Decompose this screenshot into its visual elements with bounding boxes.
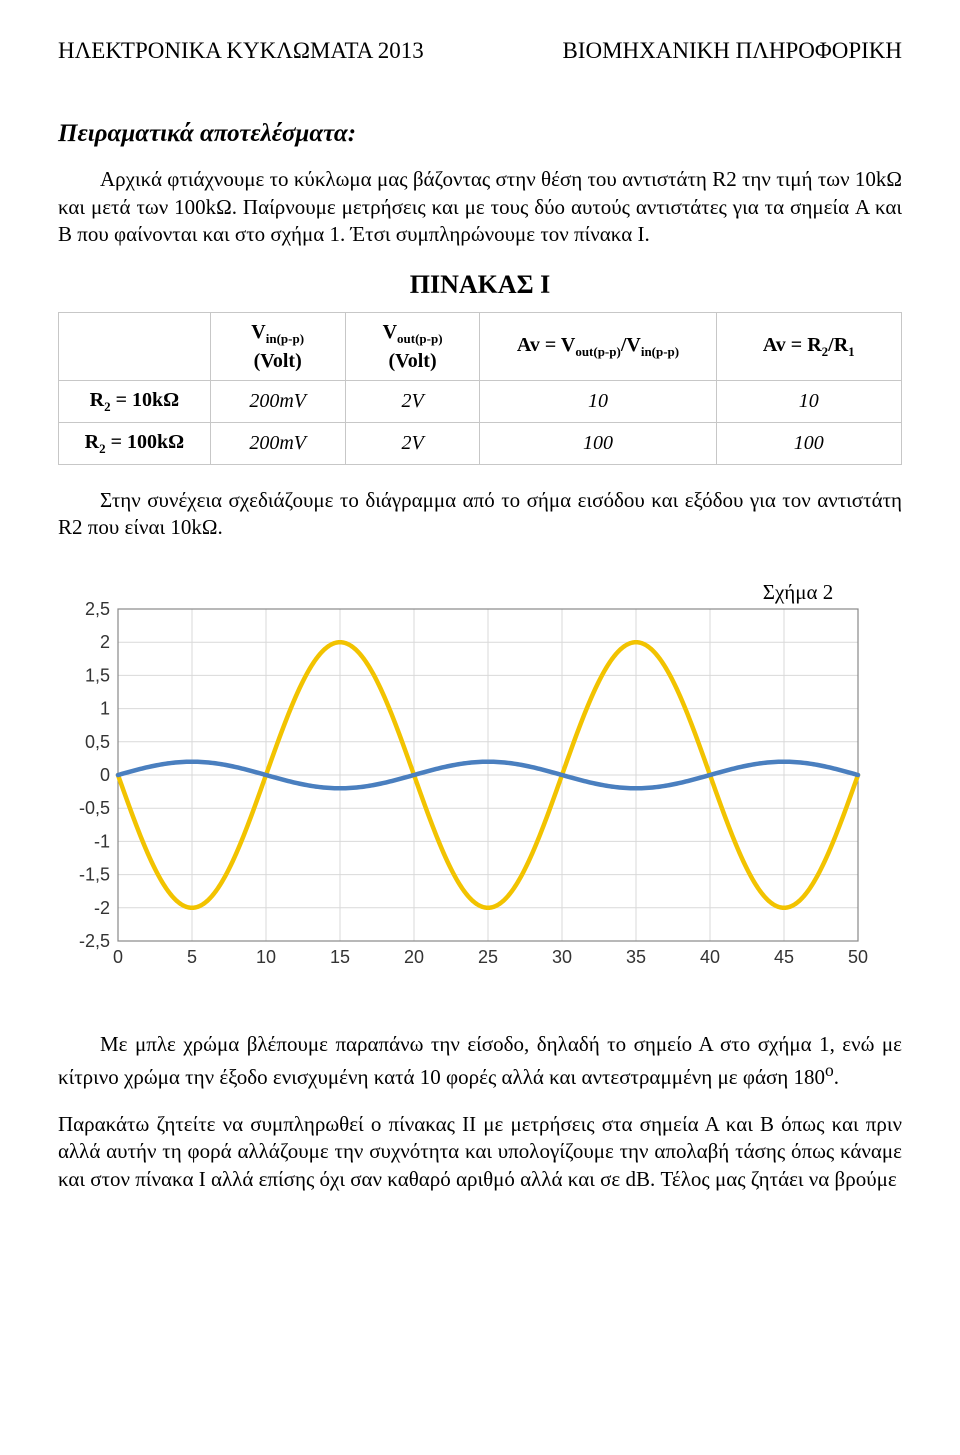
- svg-text:-2,5: -2,5: [79, 931, 110, 951]
- section-title: Πειραματικά αποτελέσματα:: [58, 118, 902, 151]
- table-title: ΠΙΝΑΚΑΣ Ι: [58, 268, 902, 302]
- col-vin: Vin(p-p) (Volt): [210, 313, 345, 381]
- svg-text:0: 0: [100, 765, 110, 785]
- svg-text:-1: -1: [94, 832, 110, 852]
- svg-text:1: 1: [100, 699, 110, 719]
- header-left: ΗΛΕΚΤΡΟΝΙΚΑ ΚΥΚΛΩΜΑΤΑ 2013: [58, 36, 424, 66]
- svg-text:5: 5: [187, 947, 197, 967]
- svg-text:0,5: 0,5: [85, 732, 110, 752]
- results-table: Vin(p-p) (Volt) Vout(p-p) (Volt) Av = Vo…: [58, 312, 902, 465]
- svg-text:25: 25: [478, 947, 498, 967]
- waveform-chart: -2,5 -2 -1,5 -1 -0,5 0 0,5 1 1,5 2 2,5 0 5 10 15 20 25 30…: [58, 571, 902, 991]
- svg-text:-0,5: -0,5: [79, 799, 110, 819]
- svg-text:1,5: 1,5: [85, 666, 110, 686]
- svg-text:-1,5: -1,5: [79, 865, 110, 885]
- svg-text:50: 50: [848, 947, 868, 967]
- svg-text:0: 0: [113, 947, 123, 967]
- svg-text:45: 45: [774, 947, 794, 967]
- svg-text:-2: -2: [94, 898, 110, 918]
- svg-text:40: 40: [700, 947, 720, 967]
- table-row: R2 = 10kΩ200mV2V1010: [59, 380, 902, 422]
- col-av1: Av = Vout(p-p)/Vin(p-p): [480, 313, 716, 381]
- svg-text:15: 15: [330, 947, 350, 967]
- paragraph-1: Αρχικά φτιάχνουμε το κύκλωμα μας βάζοντα…: [58, 166, 902, 248]
- col-empty: [59, 313, 211, 381]
- chart-svg: -2,5 -2 -1,5 -1 -0,5 0 0,5 1 1,5 2 2,5 0 5 10 15 20 25 30…: [58, 571, 878, 991]
- paragraph-4: Παρακάτω ζητείτε να συμπληρωθεί ο πίνακα…: [58, 1111, 902, 1193]
- paragraph-3: Με μπλε χρώμα βλέπουμε παραπάνω την είσο…: [58, 1031, 902, 1091]
- svg-text:30: 30: [552, 947, 572, 967]
- svg-text:Σχήμα 2: Σχήμα 2: [763, 580, 834, 604]
- svg-text:10: 10: [256, 947, 276, 967]
- svg-text:35: 35: [626, 947, 646, 967]
- page-header: ΗΛΕΚΤΡΟΝΙΚΑ ΚΥΚΛΩΜΑΤΑ 2013 ΒΙΟΜΗΧΑΝΙΚΗ Π…: [58, 36, 902, 66]
- svg-text:2,5: 2,5: [85, 599, 110, 619]
- col-vout: Vout(p-p) (Volt): [345, 313, 480, 381]
- paragraph-2: Στην συνέχεια σχεδιάζουμε το διάγραμμα α…: [58, 487, 902, 542]
- table-row: R2 = 100kΩ200mV2V100100: [59, 422, 902, 464]
- svg-text:20: 20: [404, 947, 424, 967]
- col-av2: Av = R2/R1: [716, 313, 901, 381]
- header-right: ΒΙΟΜΗΧΑΝΙΚΗ ΠΛΗΡΟΦΟΡΙΚΗ: [562, 36, 902, 66]
- svg-text:2: 2: [100, 633, 110, 653]
